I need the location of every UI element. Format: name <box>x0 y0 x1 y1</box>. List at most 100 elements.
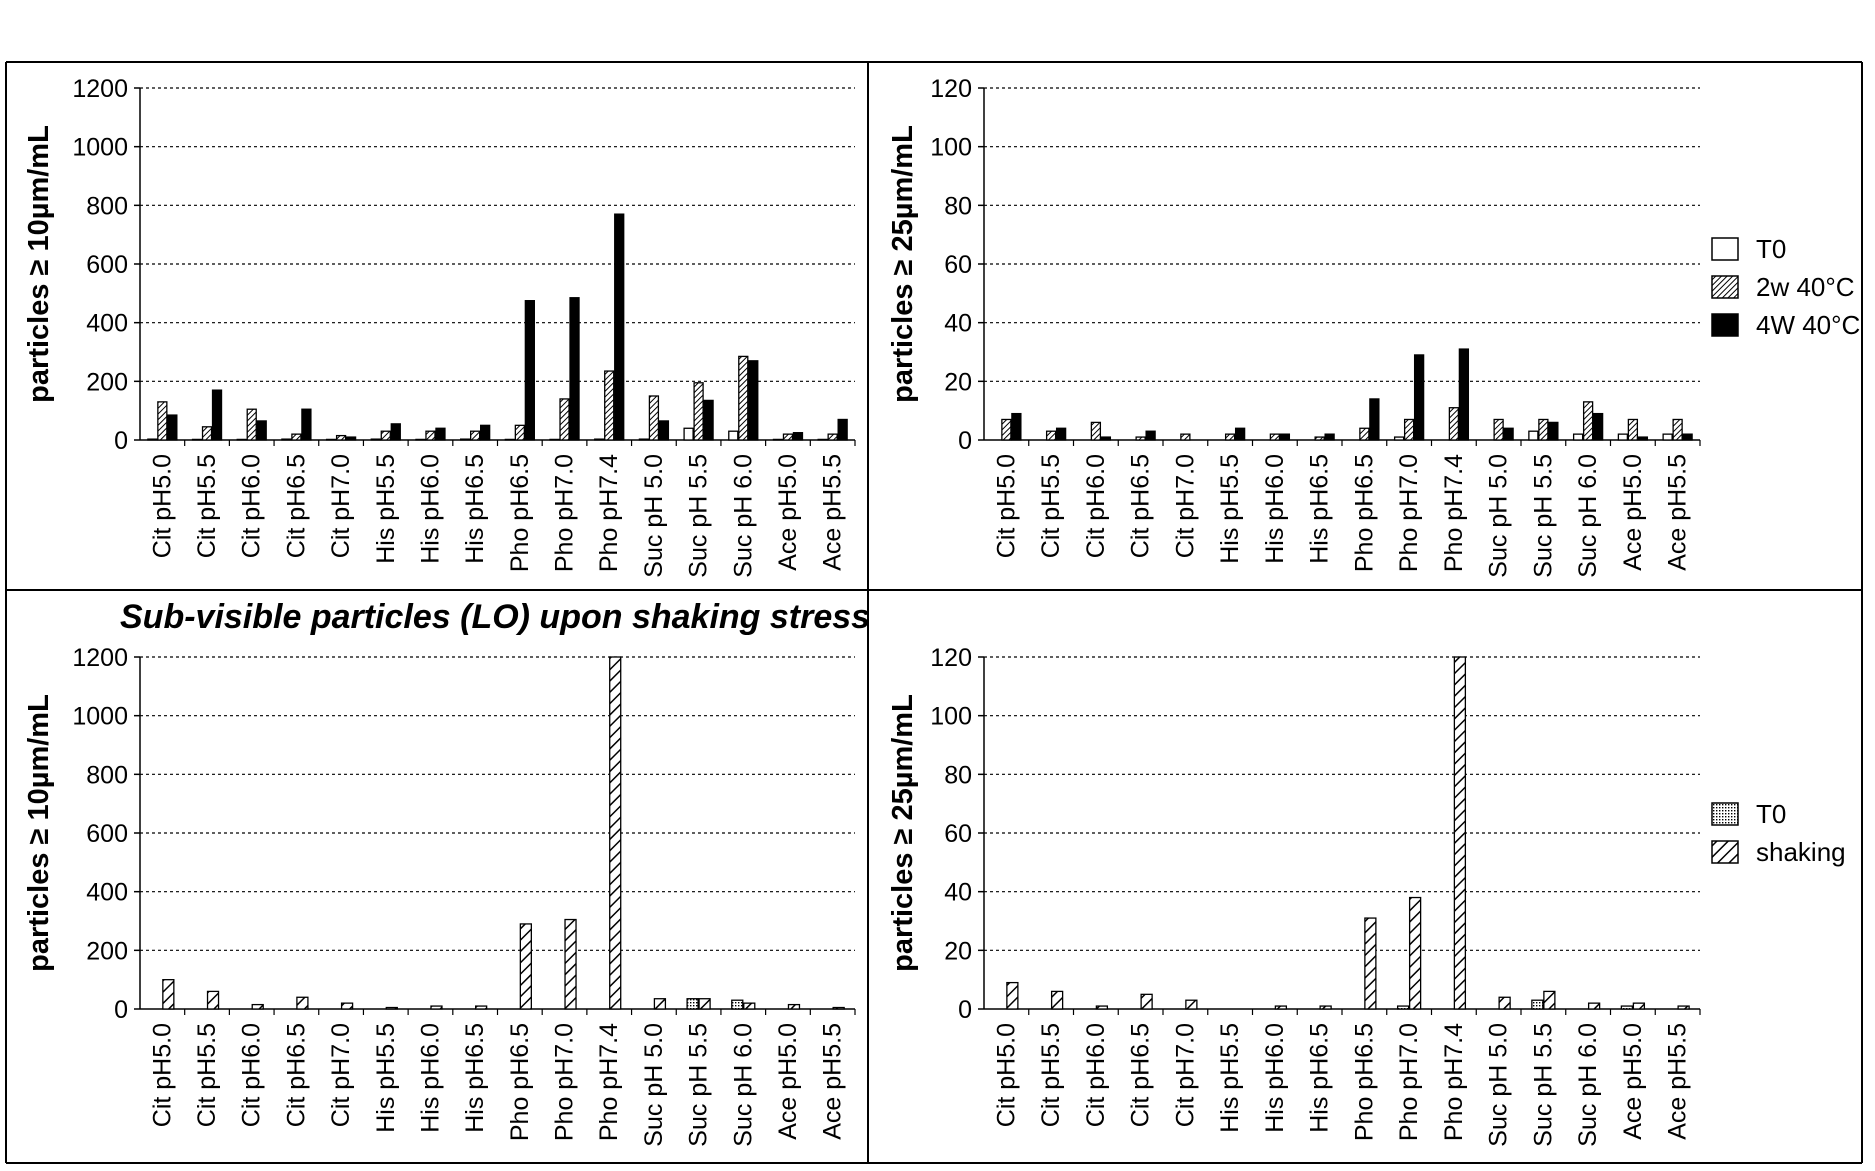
bar-t0 <box>772 438 784 441</box>
bar-shaking <box>564 918 577 1010</box>
bar-shaking <box>519 923 532 1010</box>
bar-shaking <box>340 1002 354 1010</box>
bar-shaking <box>1632 1002 1646 1010</box>
bar-shaking <box>653 998 667 1010</box>
bar-2w-40-c <box>157 401 168 441</box>
bar-2w-40-c <box>648 395 660 441</box>
y-tick-label: 400 <box>86 310 128 338</box>
bar-t0 <box>1396 1005 1410 1010</box>
y-tick-label: 60 <box>944 820 972 848</box>
category-label: Ace pH5.0 <box>1619 1023 1647 1140</box>
bar-2w-40-c <box>1582 401 1594 441</box>
category-label: Ace pH5.0 <box>774 454 802 571</box>
category-label: Pho pH6.5 <box>506 454 534 572</box>
legend-swatch <box>1711 237 1739 261</box>
category-label: Pho pH6.5 <box>1350 1023 1378 1141</box>
category-label: Cit pH5.0 <box>992 1023 1020 1127</box>
panel-frames <box>5 61 1863 1164</box>
bar-shaking <box>1453 656 1467 1010</box>
bar-4w-40-c <box>1682 433 1693 441</box>
chart-top-right: 0 20 40 60 80 100 120 particles ≥ 25µm/mL Cit pH… <box>887 75 1701 578</box>
legend-label: T0 <box>1756 234 1786 264</box>
category-label: Cit pH7.0 <box>1171 454 1199 558</box>
bar-2w-40-c <box>559 398 570 441</box>
category-label: Ace pH5.0 <box>1619 454 1647 571</box>
y-tick-label: 1000 <box>72 134 128 162</box>
bar-shaking <box>1408 896 1422 1010</box>
y-tick-label: 400 <box>86 879 128 907</box>
legend-thermal: T0 2w 40°C 4W 40°C <box>1711 234 1860 340</box>
category-label: Ace pH5.5 <box>819 454 847 571</box>
category-label: Cit pH7.0 <box>1171 1023 1199 1127</box>
category-label: Suc pH 5.5 <box>1529 454 1557 578</box>
legend-swatch <box>1711 840 1739 864</box>
bar-4w-40-c <box>1011 412 1022 441</box>
y-tick-label: 600 <box>86 251 128 279</box>
category-label: Suc pH 6.0 <box>729 454 757 578</box>
category-label: Suc pH 5.5 <box>1529 1023 1557 1147</box>
y-tick-label: 1200 <box>72 75 128 103</box>
bar-t0 <box>1528 430 1539 441</box>
category-label: Pho pH7.0 <box>1395 1023 1423 1141</box>
category-label: Pho pH7.0 <box>551 454 579 572</box>
bar-4w-40-c <box>345 436 357 441</box>
category-label: His pH5.5 <box>372 1023 400 1133</box>
bar-shaking <box>296 996 309 1010</box>
bar-2w-40-c <box>1001 418 1012 441</box>
bar-shaking <box>698 998 711 1010</box>
y-tick-label: 600 <box>86 820 128 848</box>
bar-t0 <box>731 999 744 1010</box>
bar-4w-40-c <box>480 424 491 441</box>
chart-bottom-left: 0 200 400 600 800 1000 1200 particles ≥ 10µm/mL… <box>23 644 856 1147</box>
y-tick-label: 800 <box>86 192 128 220</box>
bar-4w-40-c <box>1055 427 1067 441</box>
category-label: Ace pH5.5 <box>819 1023 847 1140</box>
bar-4w-40-c <box>1592 412 1604 441</box>
category-label: Suc pH 5.0 <box>1485 454 1513 578</box>
category-label: His pH6.5 <box>1306 454 1334 564</box>
category-label: Ace pH5.5 <box>1664 454 1692 571</box>
bar-shaking <box>1185 999 1198 1010</box>
category-label: Cit pH6.5 <box>1127 454 1155 558</box>
bar-2w-40-c <box>1403 418 1415 441</box>
bar-2w-40-c <box>1538 418 1549 441</box>
bar-t0 <box>370 438 381 441</box>
category-label: Suc pH 5.5 <box>685 454 713 578</box>
bar-4w-40-c <box>1458 348 1470 441</box>
bar-2w-40-c <box>1314 436 1325 441</box>
legend-label: shaking <box>1756 837 1846 867</box>
y-tick-label: 80 <box>944 761 972 789</box>
bar-shaking <box>1140 993 1153 1010</box>
bar-2w-40-c <box>1672 418 1683 441</box>
section-title: Sub-visible particles (LO) upon shaking … <box>120 598 870 636</box>
bar-4w-40-c <box>614 213 625 441</box>
bar-t0 <box>817 438 828 441</box>
category-label: Cit pH6.5 <box>1127 1023 1155 1127</box>
bar-shaking <box>206 990 220 1010</box>
category-label: Pho pH7.0 <box>1395 454 1423 572</box>
category-label: Cit pH6.0 <box>238 1023 266 1127</box>
category-label: Suc pH 6.0 <box>729 1023 757 1147</box>
chart-bottom-right: 0 20 40 60 80 100 120 particles ≥ 25µm/mL Cit pH… <box>887 644 1701 1147</box>
category-label: Suc pH 6.0 <box>1574 454 1602 578</box>
bar-4w-40-c <box>167 414 178 441</box>
bar-2w-40-c <box>782 433 794 441</box>
bar-4w-40-c <box>1637 436 1649 441</box>
y-tick-label: 0 <box>958 427 972 455</box>
category-label: Suc pH 5.0 <box>1485 1023 1513 1147</box>
category-label: Cit pH5.5 <box>1037 1023 1065 1127</box>
bar-t0 <box>1393 436 1405 441</box>
y-tick-label: 20 <box>944 368 972 396</box>
category-label: His pH5.5 <box>1216 1023 1244 1133</box>
bar-t0 <box>1572 433 1584 441</box>
category-label: Cit pH6.5 <box>282 1023 310 1127</box>
bar-shaking <box>743 1002 756 1010</box>
bar-2w-40-c <box>1448 407 1460 441</box>
bar-shaking <box>1498 996 1511 1010</box>
bar-2w-40-c <box>335 434 347 441</box>
bar-4w-40-c <box>1100 436 1112 441</box>
bar-2w-40-c <box>827 433 838 441</box>
category-label: Pho pH7.0 <box>551 1023 579 1141</box>
bar-4w-40-c <box>837 418 848 441</box>
